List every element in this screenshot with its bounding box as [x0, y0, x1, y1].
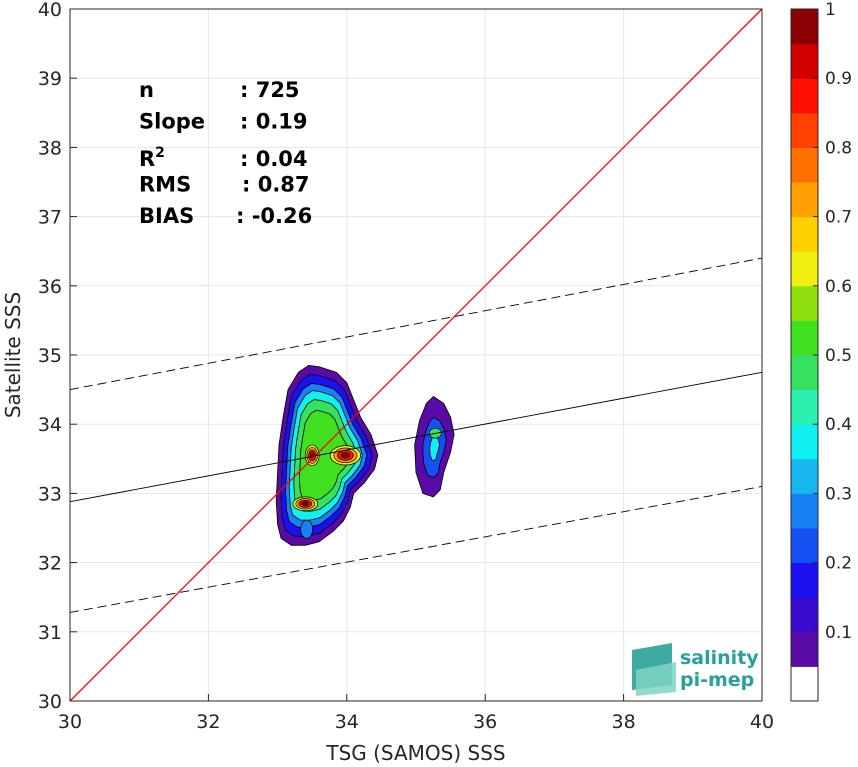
colorbar-segment [791, 389, 818, 425]
density-peak [340, 452, 351, 459]
colorbar-segment [791, 666, 818, 702]
colorbar-segment [791, 355, 818, 391]
y-tick-label: 40 [38, 0, 62, 21]
colorbar-tick-label: 0.4 [825, 415, 852, 435]
logo: salinity pi-mep [632, 643, 759, 696]
density-spot [300, 520, 314, 539]
y-tick-label: 35 [38, 345, 62, 367]
stat-value: : -0.26 [236, 204, 312, 228]
stat-superscript: 2 [155, 145, 165, 161]
density-peak [301, 501, 310, 507]
stat-label: Slope [139, 110, 205, 134]
y-tick-label: 37 [38, 207, 62, 229]
stats-box: n : 725 Slope : 0.19 R2 : 0.04 RMS : 0.87 BIAS : … [139, 78, 312, 228]
upper-bound-line [69, 257, 763, 391]
stat-value: : 0.04 [240, 147, 308, 171]
colorbar-tick-label: 0.5 [825, 346, 852, 366]
colorbar-segment [791, 285, 818, 321]
y-tick-label: 38 [38, 137, 62, 159]
colorbar: 0.1 0.2 0.3 0.4 0.5 0.6 0.7 0.8 0.9 1 [790, 0, 852, 702]
colorbar-segment [791, 562, 818, 598]
colorbar-segment [791, 528, 818, 564]
colorbar-segment [791, 631, 818, 667]
x-tick-label: 32 [196, 711, 220, 733]
stat-label: BIAS [139, 204, 194, 228]
y-tick-label: 30 [38, 691, 62, 713]
colorbar-tick-label: 0.3 [825, 484, 852, 504]
x-tick-label: 30 [58, 711, 82, 733]
stat-value: : 725 [240, 78, 300, 102]
logo-icon-wave [636, 662, 676, 696]
colorbar-segment [791, 182, 818, 218]
colorbar-tick-label: 1 [825, 0, 836, 20]
y-tick-label: 32 [38, 553, 62, 575]
stat-value: : 0.19 [240, 110, 308, 134]
y-tick-label: 33 [38, 483, 62, 505]
y-tick-label: 34 [38, 414, 62, 436]
x-axis-label: TSG (SAMOS) SSS [325, 741, 505, 765]
colorbar-segment [791, 216, 818, 252]
x-tick-label: 40 [750, 711, 774, 733]
colorbar-tick-label: 0.2 [825, 554, 852, 574]
x-tick-label: 34 [335, 711, 359, 733]
y-tick-label: 31 [38, 622, 62, 644]
colorbar-tick-label: 0.8 [825, 138, 852, 158]
colorbar-segment [791, 320, 818, 356]
colorbar-segment [791, 112, 818, 148]
colorbar-tick-label: 0.9 [825, 69, 852, 89]
colorbar-segment [791, 597, 818, 633]
colorbar-segment [791, 147, 818, 183]
x-tick-label: 38 [612, 711, 636, 733]
colorbar-tick-label: 0.6 [825, 277, 852, 297]
stat-value: : 0.87 [242, 173, 310, 197]
y-tick-label: 39 [38, 68, 62, 90]
logo-line2: pi-mep [680, 669, 754, 691]
regression-line [69, 371, 763, 503]
colorbar-segment [791, 78, 818, 114]
lower-bound-line [69, 486, 763, 613]
logo-line1: salinity [680, 647, 759, 669]
identity-line [69, 8, 763, 702]
colorbar-tick-label: 0.1 [825, 623, 852, 643]
colorbar-tick-label: 0.7 [825, 208, 852, 228]
stat-label: R2 [139, 145, 165, 171]
density-contour [429, 434, 440, 461]
colorbar-segment [791, 251, 818, 287]
plot-area: 30 32 34 36 38 40 30 31 32 33 34 35 36 37 38 39 40 [38, 0, 774, 733]
colorbar-segment [791, 43, 818, 79]
stat-label: RMS [139, 173, 191, 197]
colorbar-segment [791, 458, 818, 494]
x-tick-label: 36 [473, 711, 497, 733]
stat-label: n [139, 78, 154, 102]
colorbar-segment [791, 493, 818, 529]
colorbar-segment [791, 424, 818, 460]
colorbar-segment [791, 9, 818, 45]
y-axis-label: Satellite SSS [1, 292, 25, 418]
y-tick-label: 36 [38, 276, 62, 298]
